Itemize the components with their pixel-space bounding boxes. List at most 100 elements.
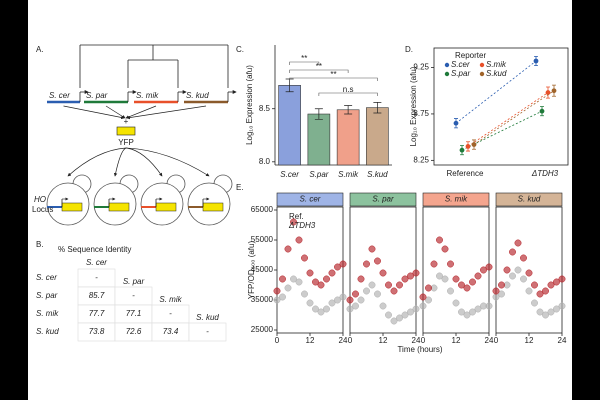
table-header: S. cer [86, 258, 107, 267]
point [396, 281, 403, 289]
point [542, 311, 549, 319]
bar [366, 107, 389, 166]
point [352, 290, 359, 298]
point [531, 281, 538, 289]
point [273, 287, 281, 295]
point [425, 284, 432, 292]
dot [551, 88, 557, 94]
point [352, 302, 359, 310]
point [430, 260, 438, 268]
x-tick-label: 24 [558, 336, 567, 345]
point [514, 239, 522, 247]
point [368, 245, 376, 253]
point [498, 290, 505, 298]
point [346, 305, 354, 313]
point [390, 287, 398, 295]
point [419, 302, 427, 310]
y-tick-label: 35000 [251, 295, 274, 304]
reporter-label: YFP [118, 138, 134, 147]
point [474, 272, 482, 280]
table-value: 85.7 [89, 291, 105, 300]
table-value: 73.4 [163, 327, 179, 336]
point [542, 287, 549, 295]
point [558, 302, 566, 310]
point [317, 281, 325, 289]
annotation: ** [316, 62, 322, 71]
point [284, 245, 292, 253]
row-label: S. mik [36, 309, 59, 318]
side-bar [572, 0, 600, 400]
gene-label: S. kud [186, 91, 209, 100]
x-tick-label: 0 [494, 336, 499, 345]
point [525, 287, 533, 295]
x-tick-label: 12 [452, 336, 461, 345]
point [301, 290, 308, 298]
point [334, 296, 341, 304]
point [509, 272, 516, 280]
arrow [67, 147, 127, 177]
annotation: n.s [343, 85, 354, 94]
point [498, 281, 505, 289]
table-value: 77.1 [126, 309, 142, 318]
point [295, 278, 303, 286]
y-tick-label: 8.0 [259, 157, 271, 166]
side-bar [0, 0, 28, 400]
panel-header [495, 192, 563, 207]
y-tick-label: 25000 [251, 325, 274, 334]
legend-label: S.mik [486, 60, 507, 69]
bracket [289, 61, 320, 65]
legend-label: S.cer [451, 60, 470, 69]
point [509, 248, 516, 256]
connector [473, 90, 555, 145]
legend-swatch [444, 71, 450, 77]
point [419, 293, 427, 301]
bracket [318, 92, 378, 96]
point [357, 275, 365, 283]
x-axis-label: Time (hours) [397, 345, 442, 354]
point [357, 296, 365, 304]
point [317, 308, 325, 316]
panel-title: S. kud [518, 195, 541, 204]
point [412, 305, 420, 313]
y-tick-label: 65000 [251, 205, 274, 214]
x-tick-label: 12 [306, 336, 315, 345]
point [328, 269, 336, 277]
point [363, 287, 370, 295]
point [374, 257, 381, 265]
row-label: S. kud [36, 327, 59, 336]
table-value: - [132, 291, 135, 300]
x-tick-label: ΔTDH3 [531, 169, 559, 178]
point [425, 296, 432, 304]
y-axis-label: YFP/OD₆₀₀ (afu) [247, 241, 256, 300]
point [374, 290, 381, 298]
error-bar [314, 108, 323, 120]
y-tick-label: 8.75 [413, 109, 429, 118]
panel-label: B. [36, 240, 44, 249]
point [485, 263, 493, 271]
x-tick-label: S.mik [338, 170, 359, 179]
point [547, 281, 555, 289]
x-tick-label: S.cer [280, 170, 299, 179]
bracket [289, 69, 349, 73]
point [301, 254, 308, 262]
x-tick-label: 24 [339, 336, 348, 345]
diag-label: S. kud [196, 313, 219, 322]
plus: + [124, 117, 129, 126]
x-tick-label: 12 [379, 336, 388, 345]
arrow [126, 105, 207, 120]
x-tick-label: Reference [447, 169, 484, 178]
point [339, 293, 347, 301]
dot [539, 108, 545, 114]
panel-title: S. mik [445, 195, 468, 204]
gene-label: S. par [86, 91, 108, 100]
point [306, 299, 314, 307]
point [279, 275, 286, 283]
connector [455, 60, 537, 124]
point [323, 275, 330, 283]
panel-header [422, 192, 490, 207]
table-value: - [95, 273, 98, 282]
point [279, 293, 286, 301]
bar [278, 85, 301, 166]
point [363, 260, 370, 268]
point [379, 302, 387, 310]
